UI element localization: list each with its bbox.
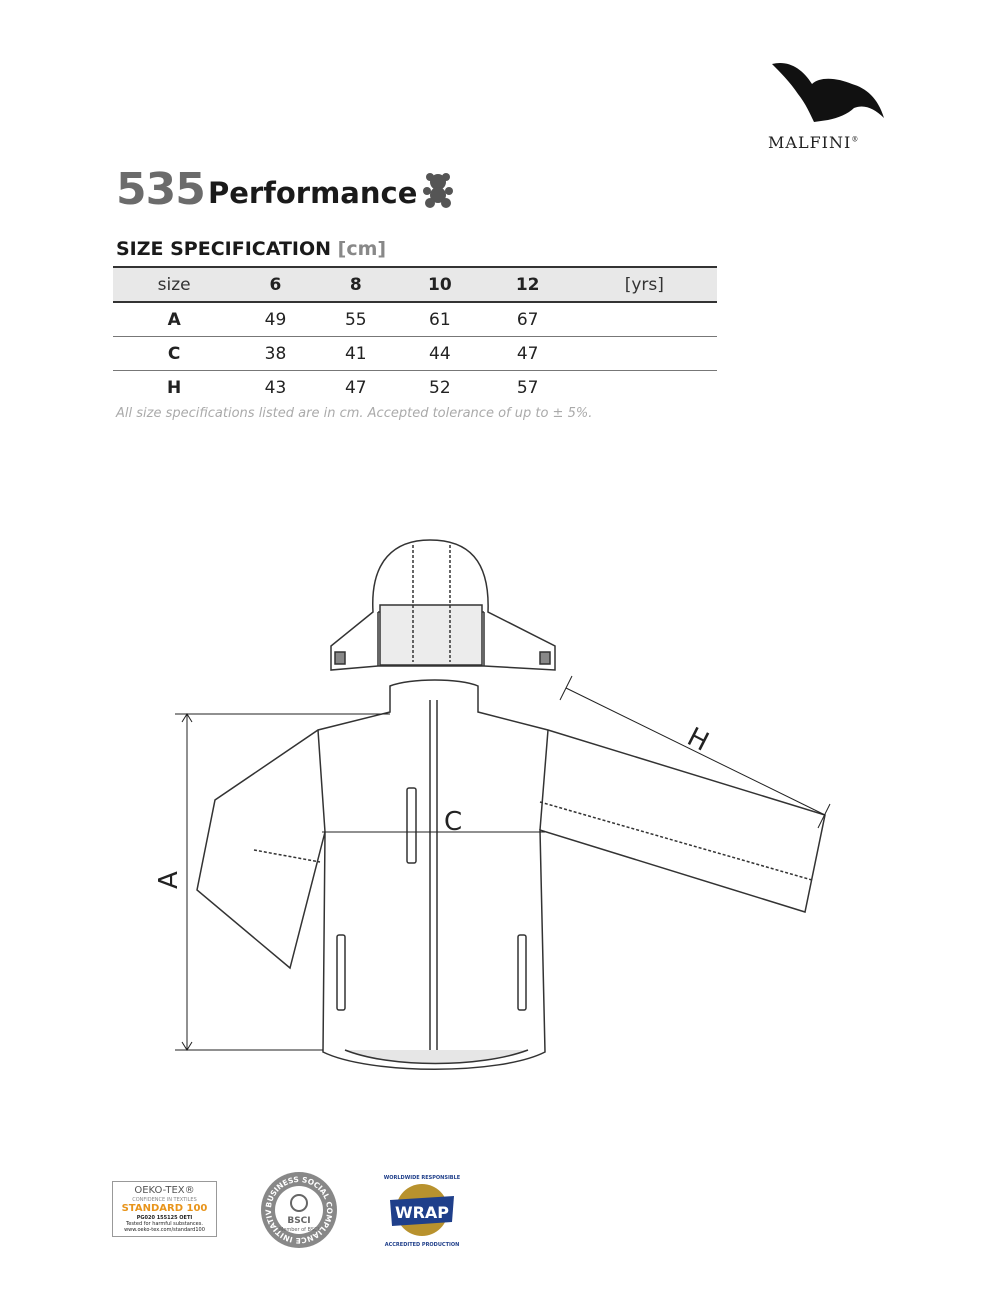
- svg-text:WRAP: WRAP: [395, 1203, 449, 1222]
- svg-text:BSCI: BSCI: [287, 1216, 310, 1226]
- row-label: C: [167, 343, 181, 364]
- wrap-badge: WRAP WORLDWIDE RESPONSIBLE ACCREDITED PR…: [384, 1175, 461, 1248]
- header-cell: 10: [428, 274, 452, 295]
- header-cell: [yrs]: [624, 274, 664, 295]
- cell: 52: [429, 377, 451, 398]
- svg-text:Member of BSCI: Member of BSCI: [279, 1227, 319, 1233]
- cell: 61: [429, 309, 451, 330]
- cell: 67: [516, 309, 539, 330]
- hood-drawing: [330, 539, 556, 671]
- section-title: SIZE SPECIFICATION [cm]: [116, 238, 387, 260]
- cell: 47: [344, 377, 367, 398]
- table-row: A 49 55 61 67: [113, 302, 717, 337]
- cell: 47: [516, 343, 539, 364]
- jacket-body-drawing: [196, 679, 826, 1070]
- header-cell: 12: [515, 274, 540, 295]
- header-cell: size: [157, 274, 191, 295]
- svg-text:ACCREDITED PRODUCTION: ACCREDITED PRODUCTION: [385, 1242, 460, 1248]
- table-row: C 38 41 44 47: [113, 337, 717, 371]
- cell: 49: [264, 309, 287, 330]
- eagle-logo-icon: [772, 62, 884, 122]
- cell: 55: [344, 309, 367, 330]
- cell: 38: [264, 343, 287, 364]
- row-label: H: [167, 377, 182, 398]
- header-cell: 6: [269, 274, 282, 295]
- product-number: 535: [116, 164, 206, 215]
- brand-logo-text: MALFINI®: [768, 133, 860, 152]
- label-c: C: [444, 807, 462, 837]
- label-a: A: [154, 871, 184, 889]
- bsci-badge: BSCI BUSINESS SOCIAL COMPLIANCE INITIATI…: [259, 1170, 337, 1248]
- cell: 44: [429, 343, 451, 364]
- svg-text:WORLDWIDE RESPONSIBLE: WORLDWIDE RESPONSIBLE: [384, 1175, 461, 1181]
- measurement-lines: [175, 675, 831, 1051]
- teddy-bear-icon: [423, 173, 453, 208]
- table-row: H 43 47 52 57: [113, 371, 717, 405]
- cell: 57: [516, 377, 539, 398]
- row-label: A: [167, 309, 181, 330]
- header-cell: 8: [349, 274, 362, 295]
- product-name: Performance: [208, 176, 418, 210]
- cell: 43: [264, 377, 287, 398]
- label-h: H: [682, 722, 713, 758]
- cell: 41: [344, 343, 367, 364]
- oeko-tex-badge: OEKO-TEX® CONFIDENCE IN TEXTILES STANDAR…: [112, 1181, 217, 1237]
- size-table: size 6 8 10 12 [yrs] A 49 55 61 67 C 38 41 44 47…: [113, 266, 717, 404]
- tolerance-note: All size specifications listed are in cm…: [116, 406, 593, 421]
- table-header-row: size 6 8 10 12 [yrs]: [113, 267, 717, 302]
